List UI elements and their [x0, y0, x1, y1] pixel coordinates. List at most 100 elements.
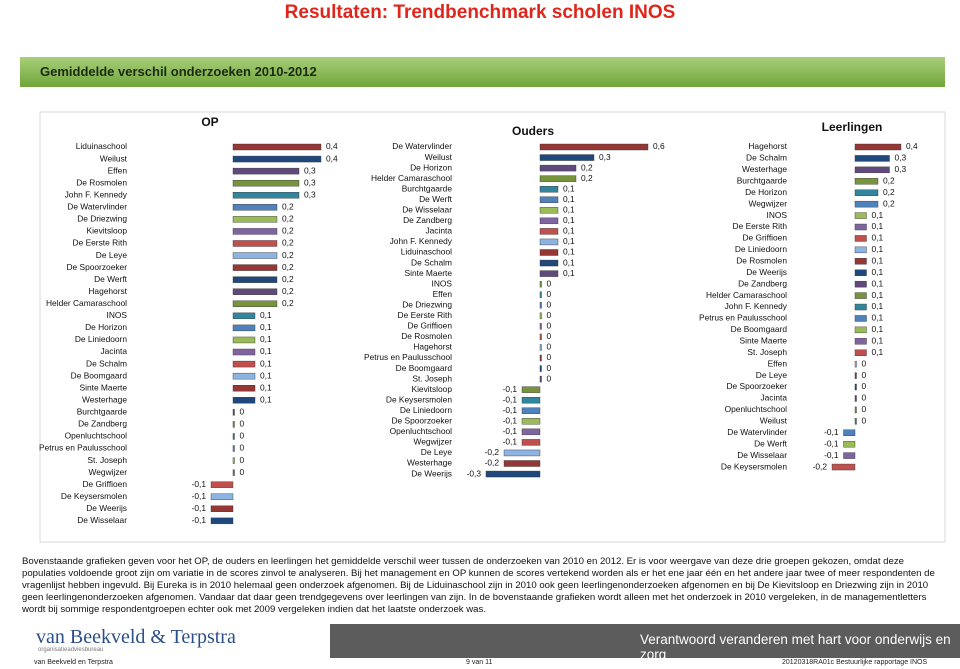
- bar: [232, 397, 256, 404]
- value-label: 0: [547, 310, 552, 320]
- bar: [831, 463, 856, 471]
- category-label: De Griffioen: [82, 479, 127, 489]
- bar: [539, 280, 542, 288]
- bar: [232, 192, 300, 199]
- category-label: Petrus en Paulusschool: [699, 313, 787, 323]
- bar: [232, 360, 256, 368]
- bar: [854, 349, 867, 356]
- category-label: Westerhage: [407, 458, 452, 468]
- value-label: -0,1: [503, 405, 518, 415]
- value-label: 0,3: [304, 177, 316, 187]
- value-label: 0: [240, 419, 245, 429]
- section-band: [20, 57, 945, 87]
- category-label: Hagehorst: [748, 141, 787, 151]
- bar: [854, 166, 890, 174]
- category-label: De Werft: [94, 274, 128, 284]
- bar: [854, 280, 867, 288]
- value-label: 0,2: [282, 250, 294, 260]
- value-label: 0: [862, 416, 867, 426]
- category-label: De Keysersmolen: [721, 461, 787, 471]
- category-label: Weilust: [760, 416, 788, 426]
- bar: [843, 452, 856, 459]
- bar: [232, 433, 235, 440]
- value-label: 0: [862, 370, 867, 380]
- bar: [232, 264, 278, 271]
- value-label: 0: [240, 455, 245, 465]
- value-label: -0,1: [824, 450, 839, 460]
- category-label: Sinte Maerte: [740, 336, 788, 346]
- category-label: Weilust: [100, 153, 128, 163]
- bar: [210, 517, 234, 525]
- category-label: De Leye: [421, 447, 453, 457]
- bar: [539, 228, 559, 235]
- value-label: 0: [547, 331, 552, 341]
- value-label: -0,1: [192, 503, 207, 513]
- value-label: 0: [547, 299, 552, 309]
- bar: [210, 493, 234, 500]
- category-label: Sinte Maerte: [405, 268, 453, 278]
- category-label: De Eerste Rith: [73, 238, 128, 248]
- category-label: INOS: [767, 210, 788, 220]
- bar: [854, 383, 857, 391]
- bar: [539, 302, 542, 309]
- value-label: 0,3: [304, 165, 316, 175]
- category-label: De Wisselaar: [737, 450, 787, 460]
- value-label: -0,1: [192, 479, 207, 489]
- value-label: 0,1: [563, 215, 575, 225]
- category-label: De Eerste Rith: [398, 310, 453, 320]
- bar: [539, 365, 542, 372]
- category-label: De Zandberg: [78, 419, 127, 429]
- category-label: Helder Camaraschool: [706, 290, 787, 300]
- value-label: 0: [547, 352, 552, 362]
- value-label: -0,1: [503, 437, 518, 447]
- bar: [232, 155, 322, 163]
- value-label: -0,1: [503, 384, 518, 394]
- bar: [854, 395, 857, 402]
- bar: [232, 143, 322, 151]
- category-label: De Spoorzoeker: [726, 381, 787, 391]
- bar: [539, 238, 559, 246]
- value-label: 0,4: [906, 141, 918, 151]
- category-label: De Driezwing: [402, 299, 452, 309]
- bar: [539, 344, 542, 351]
- bar: [854, 360, 857, 368]
- value-label: 0: [547, 278, 552, 288]
- category-label: De Weerijs: [746, 267, 787, 277]
- bar: [232, 300, 278, 307]
- bar: [232, 445, 235, 452]
- category-label: Westerhage: [82, 394, 127, 404]
- category-label: De Keysersmolen: [386, 394, 452, 404]
- value-label: 0,1: [563, 183, 575, 193]
- value-label: -0,2: [813, 461, 828, 471]
- bar: [854, 292, 867, 299]
- bar: [854, 200, 879, 208]
- page-number: 9 van 11: [466, 659, 493, 666]
- category-label: De Schalm: [411, 257, 452, 267]
- value-label: 0,1: [563, 236, 575, 246]
- value-label: 0,1: [260, 334, 272, 344]
- bar: [854, 143, 902, 151]
- bar: [210, 481, 234, 488]
- category-label: De Werft: [754, 438, 788, 448]
- bar: [854, 155, 890, 162]
- bar: [232, 252, 278, 259]
- category-label: Effen: [433, 289, 453, 299]
- category-label: De Keysersmolen: [61, 491, 127, 501]
- category-label: De Wisselaar: [77, 515, 127, 525]
- bar: [854, 189, 879, 196]
- bar: [232, 457, 235, 464]
- value-label: -0,1: [192, 515, 207, 525]
- bar: [854, 212, 867, 219]
- logo: van Beekveld & Terpstra: [36, 626, 236, 648]
- category-label: De Driezwing: [77, 214, 127, 224]
- category-label: Hagehorst: [413, 342, 452, 352]
- value-label: 0: [240, 443, 245, 453]
- value-label: 0,1: [872, 324, 884, 334]
- bar: [232, 348, 256, 356]
- bar: [232, 312, 256, 320]
- bar: [539, 217, 559, 225]
- value-label: -0,1: [503, 426, 518, 436]
- value-label: 0,1: [872, 290, 884, 300]
- page-title: Resultaten: Trendbenchmark scholen INOS: [284, 2, 676, 23]
- footer-left: van Beekveld en Terpstra: [34, 659, 113, 666]
